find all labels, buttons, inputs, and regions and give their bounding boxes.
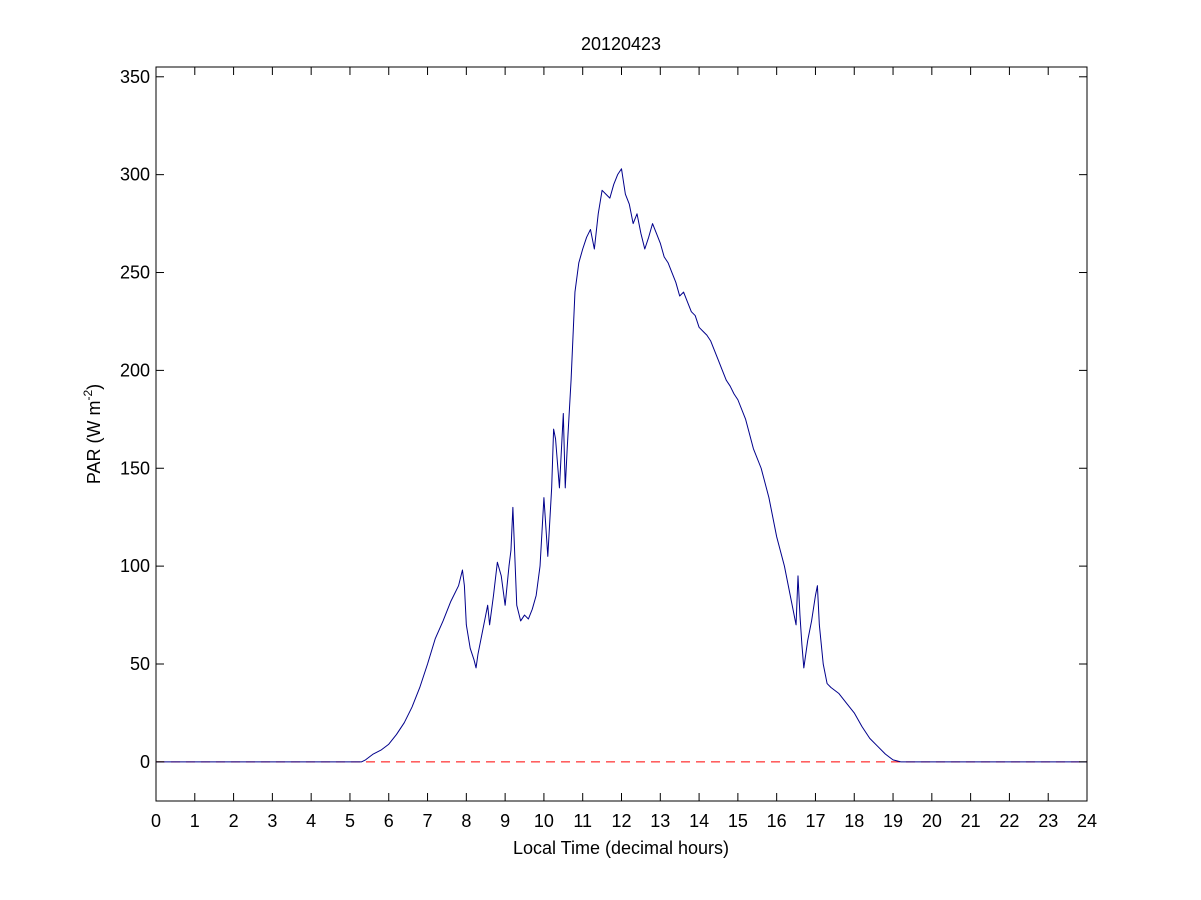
x-axis-label: Local Time (decimal hours) (513, 838, 729, 858)
x-tick-label: 24 (1077, 811, 1097, 831)
x-tick-label: 23 (1038, 811, 1058, 831)
x-tick-label: 18 (844, 811, 864, 831)
y-tick-label: 350 (120, 67, 150, 87)
y-tick-label: 100 (120, 556, 150, 576)
x-tick-label: 21 (961, 811, 981, 831)
y-tick-label: 50 (130, 654, 150, 674)
x-tick-label: 14 (689, 811, 709, 831)
x-tick-label: 17 (805, 811, 825, 831)
x-axis: 0 1 2 3 4 5 6 7 8 9 10 11 12 13 14 15 16 17 18 19 20 21 22 23 24 (151, 67, 1097, 831)
x-tick-label: 16 (767, 811, 787, 831)
x-tick-label: 15 (728, 811, 748, 831)
y-axis: 0 50 100 150 200 250 300 350 (120, 67, 1087, 772)
x-tick-label: 11 (573, 811, 592, 831)
x-tick-label: 0 (151, 811, 161, 831)
y-tick-label: 200 (120, 360, 150, 380)
x-tick-label: 7 (423, 811, 433, 831)
x-tick-label: 8 (461, 811, 471, 831)
x-tick-label: 2 (229, 811, 239, 831)
x-tick-label: 4 (306, 811, 316, 831)
x-tick-label: 6 (384, 811, 394, 831)
x-tick-label: 5 (345, 811, 355, 831)
y-tick-label: 0 (140, 752, 150, 772)
y-tick-label: 250 (120, 263, 150, 283)
x-tick-label: 10 (534, 811, 554, 831)
x-tick-label: 9 (500, 811, 510, 831)
x-tick-label: 12 (611, 811, 631, 831)
y-axis-label-close: ) (84, 384, 104, 390)
series-layer (156, 168, 1087, 763)
x-tick-label: 22 (999, 811, 1019, 831)
y-tick-label: 300 (120, 165, 150, 185)
x-tick-label: 19 (883, 811, 903, 831)
x-tick-label: 3 (267, 811, 277, 831)
x-tick-label: 1 (190, 811, 200, 831)
chart-title: 20120423 (581, 34, 661, 54)
x-tick-label: 13 (650, 811, 670, 831)
x-tick-label: 20 (922, 811, 942, 831)
par-series-line-0 (156, 168, 1087, 763)
y-tick-label: 150 (120, 458, 150, 478)
y-axis-label: PAR (W m-2) (81, 384, 104, 484)
y-axis-label-main: PAR (W m (84, 401, 104, 485)
y-axis-label-exponent: -2 (81, 390, 95, 401)
